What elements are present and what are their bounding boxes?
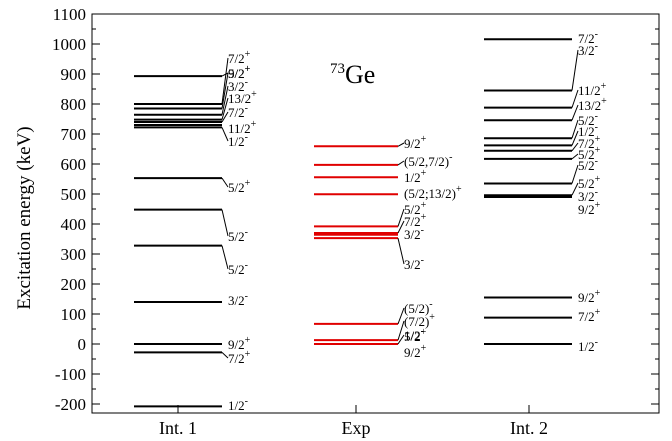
chart-title: 73Ge xyxy=(330,60,375,89)
level-label: 5/2+ xyxy=(228,64,251,81)
level-label: 1/2- xyxy=(228,396,248,413)
level-label: 7/2- xyxy=(578,29,598,46)
label-connector xyxy=(571,130,579,146)
label-connector xyxy=(221,245,229,270)
level-label: 5/2- xyxy=(578,111,598,128)
level-label: (5/2)- xyxy=(404,299,433,316)
label-connector xyxy=(397,237,405,265)
y-tick-label: 300 xyxy=(61,245,87,264)
title-element: Ge xyxy=(345,60,375,89)
level-label: 7/2+ xyxy=(404,212,427,229)
level-label: 9/2+ xyxy=(404,134,427,151)
y-tick-label: 100 xyxy=(61,305,87,324)
level-label: 7/2- xyxy=(228,103,248,120)
levels xyxy=(134,38,572,408)
y-tick-label: -100 xyxy=(55,365,86,384)
y-tick-label: -200 xyxy=(55,395,86,414)
label-connector xyxy=(571,49,579,91)
label-connector xyxy=(571,119,579,139)
label-connector xyxy=(397,334,405,345)
label-connector xyxy=(571,153,579,160)
level-label: 5/2+ xyxy=(578,174,601,191)
label-connector xyxy=(397,208,405,227)
level-label: 5/2+ xyxy=(228,178,251,195)
level-label: (5/2,7/2)- xyxy=(404,152,452,169)
level-label: 11/2+ xyxy=(228,119,257,136)
y-tick-label: 1100 xyxy=(53,5,86,24)
label-connector xyxy=(221,127,229,142)
y-tick-label: 600 xyxy=(61,155,87,174)
level-label: 5/2+ xyxy=(404,327,427,344)
label-connector xyxy=(571,104,579,121)
level-label: 3/2- xyxy=(578,187,598,204)
level-label: 13/2+ xyxy=(228,89,257,106)
level-label: 7/2+ xyxy=(578,307,601,324)
label-connector xyxy=(221,352,229,359)
level-label: 9/2+ xyxy=(578,200,601,217)
label-connector xyxy=(571,164,579,184)
level-label: 3/2- xyxy=(228,291,248,308)
level-label: 5/2- xyxy=(228,260,248,277)
label-connector xyxy=(221,177,229,188)
title-mass: 73 xyxy=(330,61,345,77)
y-tick-label: 400 xyxy=(61,215,87,234)
level-label: (7/2)+ xyxy=(404,312,435,329)
x-category-label: Exp xyxy=(342,418,371,438)
label-connector xyxy=(221,72,229,77)
level-label: 1/2- xyxy=(404,326,424,343)
label-connector xyxy=(397,307,405,325)
level-label: 9/2+ xyxy=(228,335,251,352)
y-tick-label: 1000 xyxy=(52,35,86,54)
level-label: 3/2- xyxy=(404,255,424,272)
level-label: 3/2- xyxy=(228,77,248,94)
x-category-label: Int. 2 xyxy=(510,418,548,438)
level-label: 5/2+ xyxy=(578,145,601,162)
level-label: 9/2+ xyxy=(228,64,251,81)
y-tick-label: 200 xyxy=(61,275,87,294)
y-tick-label: 0 xyxy=(78,335,87,354)
y-axis-label: Excitation energy (keV) xyxy=(14,126,35,309)
y-tick-label: 800 xyxy=(61,95,87,114)
plot-frame xyxy=(91,13,660,414)
level-label: (5/2;13/2)+ xyxy=(404,184,462,201)
level-label: 7/2+ xyxy=(228,349,251,366)
label-connector xyxy=(221,85,229,115)
level-label: 5/2- xyxy=(578,156,598,173)
level-label: 1/2- xyxy=(578,337,598,354)
label-connector xyxy=(221,97,229,120)
label-connector xyxy=(397,320,405,341)
label-connector xyxy=(221,209,229,237)
level-label: 7/2+ xyxy=(578,134,601,151)
level-label: 1/2- xyxy=(228,132,248,149)
label-connector xyxy=(221,72,229,109)
label-connector xyxy=(397,220,405,234)
label-connector xyxy=(221,57,229,105)
level-label: 1/2+ xyxy=(404,168,427,185)
y-tick-label: 900 xyxy=(61,65,87,84)
level-label: 9/2+ xyxy=(404,343,427,360)
label-connector xyxy=(397,142,405,147)
label-connector xyxy=(221,111,229,123)
level-label: 1/2- xyxy=(578,122,598,139)
y-tick-label: 700 xyxy=(61,125,87,144)
level-label: 13/2+ xyxy=(578,96,607,113)
label-connector xyxy=(571,142,579,152)
x-category-label: Int. 1 xyxy=(159,418,197,438)
label-connector xyxy=(571,182,579,196)
level-label: 9/2+ xyxy=(578,288,601,305)
axes: -200 -100 0 100 200 300 400 500 600 700 800 900 1000… xyxy=(52,5,660,438)
label-connector xyxy=(397,160,405,166)
level-label: 3/2- xyxy=(578,41,598,58)
label-connector xyxy=(571,89,579,108)
level-label: 5/2- xyxy=(228,227,248,244)
level-label: 3/2- xyxy=(404,225,424,242)
level-label: 7/2+ xyxy=(228,49,251,66)
level-labels: 9/2+7/2+5/2+3/2-13/2+7/2-11/2+1/2-5/2+5/… xyxy=(221,29,607,413)
level-label: 5/2+ xyxy=(404,200,427,217)
y-tick-label: 500 xyxy=(61,185,87,204)
level-label: 11/2+ xyxy=(578,81,607,98)
